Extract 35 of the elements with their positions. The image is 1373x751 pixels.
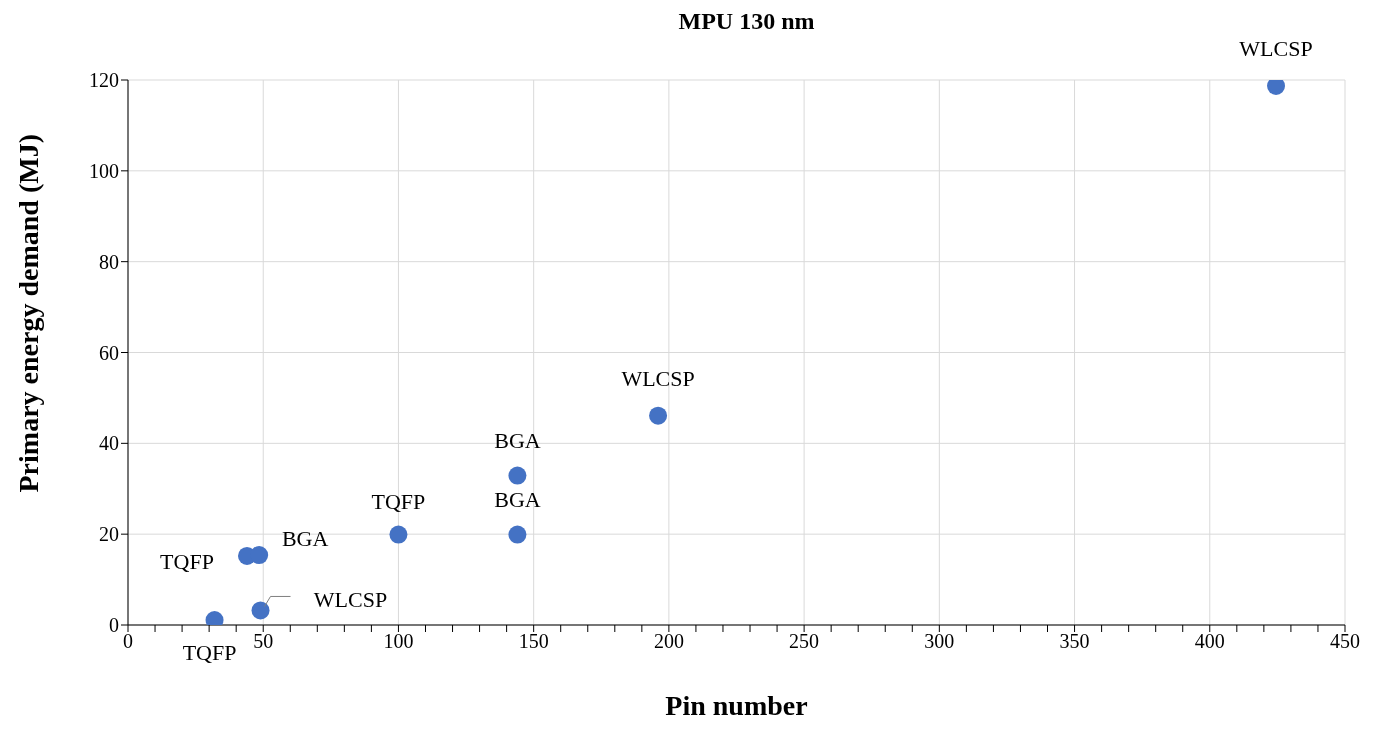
annotation: WLCSP bbox=[1239, 35, 1313, 61]
x-tick-label: 100 bbox=[383, 630, 414, 653]
point bbox=[508, 466, 527, 485]
x-tick-label: 0 bbox=[123, 630, 133, 653]
y-axis-title: Primary energy demand (MJ) bbox=[12, 134, 44, 493]
y-tick-label: 120 bbox=[89, 69, 119, 92]
annotation: TQFP bbox=[160, 548, 214, 574]
annotation: BGA bbox=[494, 427, 541, 453]
x-tick-label: 200 bbox=[653, 630, 684, 653]
annotation: BGA bbox=[281, 526, 329, 552]
x-tick-label: 450 bbox=[1330, 630, 1360, 653]
y-tick-label: 60 bbox=[99, 341, 119, 364]
x-tick-label: 300 bbox=[924, 630, 955, 653]
annotation: BGA bbox=[494, 486, 541, 512]
point bbox=[251, 601, 270, 620]
y-tick-label: 100 bbox=[89, 159, 119, 182]
x-tick-label: 350 bbox=[1059, 630, 1090, 653]
y-tick-label: 20 bbox=[99, 523, 119, 546]
x-tick-label: 50 bbox=[253, 630, 274, 653]
x-tick-label: 150 bbox=[518, 630, 549, 653]
x-axis-title: Pin number bbox=[665, 690, 808, 721]
point bbox=[389, 525, 408, 544]
chart-title: MPU 130 nm bbox=[677, 8, 816, 35]
annotation: WLCSP bbox=[621, 365, 695, 391]
x-tick-label: 400 bbox=[1194, 630, 1225, 653]
point bbox=[250, 546, 269, 565]
x-tick-label: 250 bbox=[789, 630, 820, 653]
y-tick-label: 0 bbox=[109, 614, 119, 637]
annotation: TQFP bbox=[371, 488, 426, 514]
annotation: TQFP bbox=[182, 640, 237, 665]
point bbox=[649, 406, 668, 425]
y-tick-label: 40 bbox=[99, 432, 119, 455]
annotation: WLCSP bbox=[313, 587, 388, 613]
point bbox=[508, 525, 527, 544]
y-tick-label: 80 bbox=[99, 250, 119, 273]
